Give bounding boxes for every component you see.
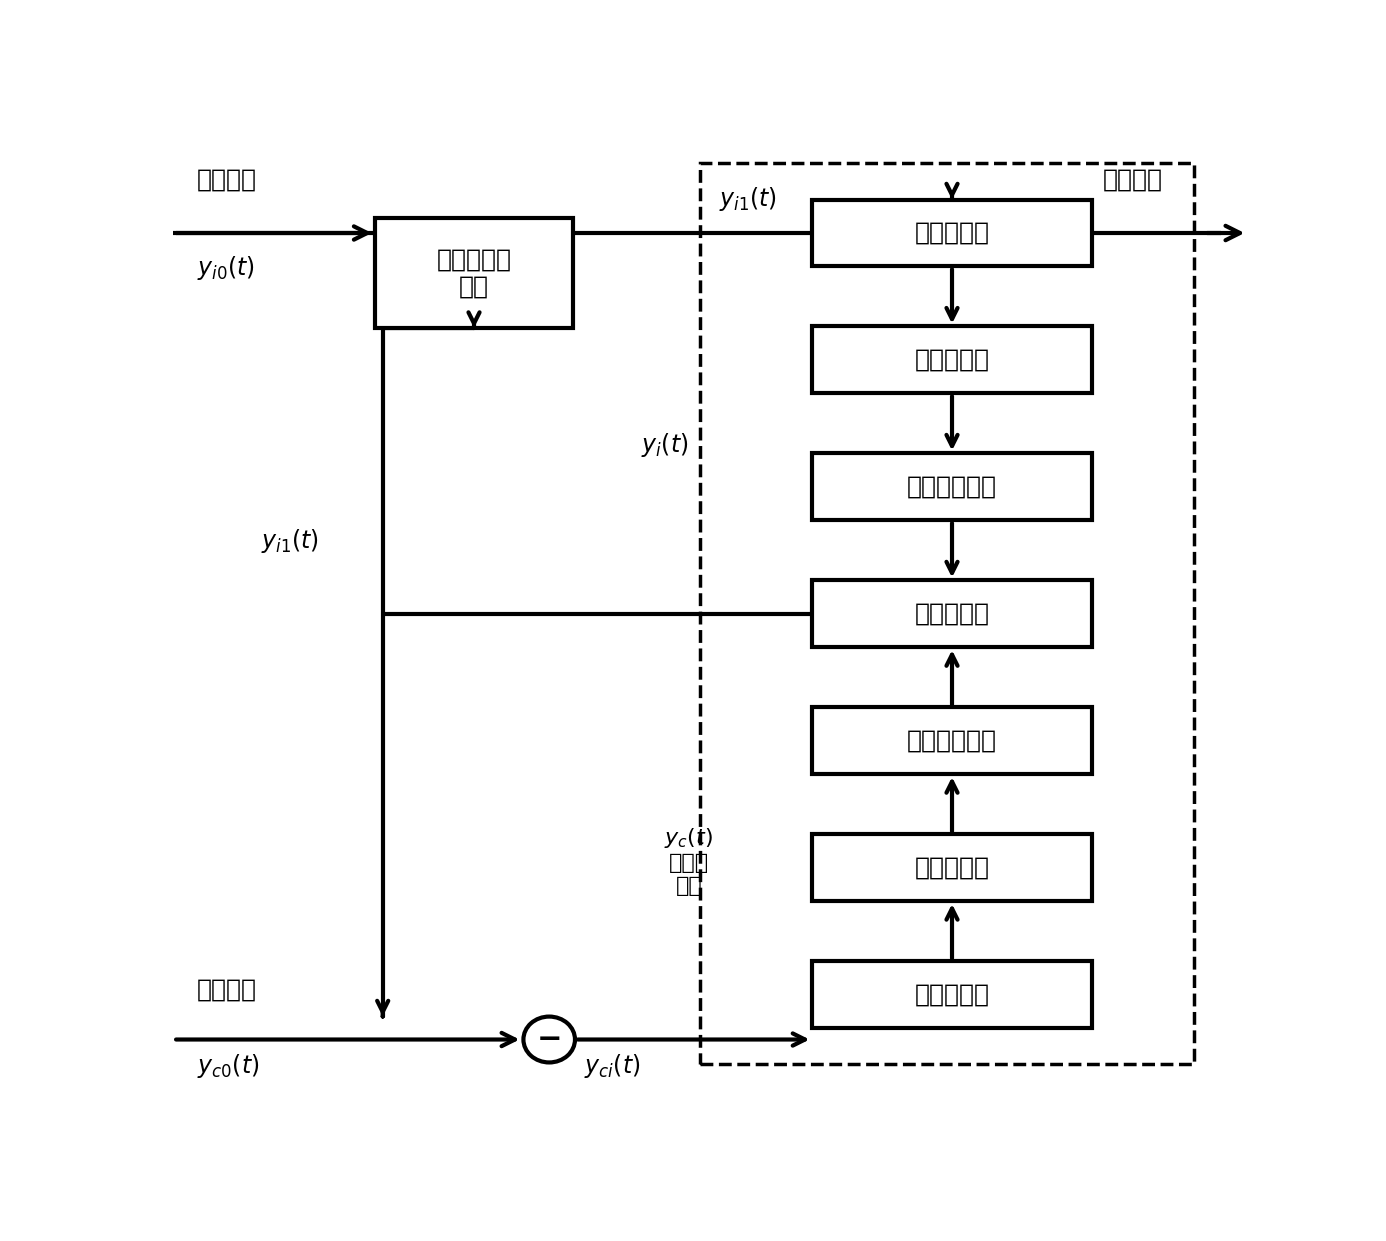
Text: $y_c(t)$
相位差
估计: $y_c(t)$ 相位差 估计 [664, 825, 714, 896]
Text: $y_i(t)$: $y_i(t)$ [642, 431, 689, 459]
Text: $y_{i1}(t)$: $y_{i1}(t)$ [719, 185, 778, 212]
Text: 匹配滤波器: 匹配滤波器 [915, 983, 990, 1006]
Text: −: − [536, 1025, 561, 1054]
FancyBboxPatch shape [812, 834, 1092, 901]
Text: 参考信号: 参考信号 [197, 978, 256, 1001]
Text: 初始相位求解: 初始相位求解 [906, 728, 997, 753]
Text: 初始相位求解: 初始相位求解 [906, 475, 997, 499]
Text: $y_{i1}(t)$: $y_{i1}(t)$ [262, 526, 319, 555]
FancyBboxPatch shape [812, 200, 1092, 267]
Text: 天线信号: 天线信号 [197, 168, 256, 192]
Text: $y_{i0}(t)$: $y_{i0}(t)$ [197, 254, 255, 283]
Text: 循环自相关: 循环自相关 [915, 347, 990, 372]
FancyBboxPatch shape [812, 326, 1092, 393]
FancyBboxPatch shape [812, 707, 1092, 774]
FancyBboxPatch shape [812, 581, 1092, 648]
Text: $y_{ci}(t)$: $y_{ci}(t)$ [584, 1052, 640, 1080]
Text: $y_{c0}(t)$: $y_{c0}(t)$ [197, 1052, 259, 1080]
Text: 相位差求解: 相位差求解 [915, 602, 990, 625]
Text: 时延和相位
调整: 时延和相位 调整 [437, 247, 511, 299]
Text: 信号合成: 信号合成 [1102, 168, 1163, 192]
FancyBboxPatch shape [700, 164, 1193, 1065]
FancyBboxPatch shape [812, 961, 1092, 1028]
Text: 循环自相关: 循环自相关 [915, 855, 990, 880]
FancyBboxPatch shape [374, 218, 574, 328]
Text: 匹配滤波器: 匹配滤波器 [915, 221, 990, 244]
FancyBboxPatch shape [812, 453, 1092, 520]
